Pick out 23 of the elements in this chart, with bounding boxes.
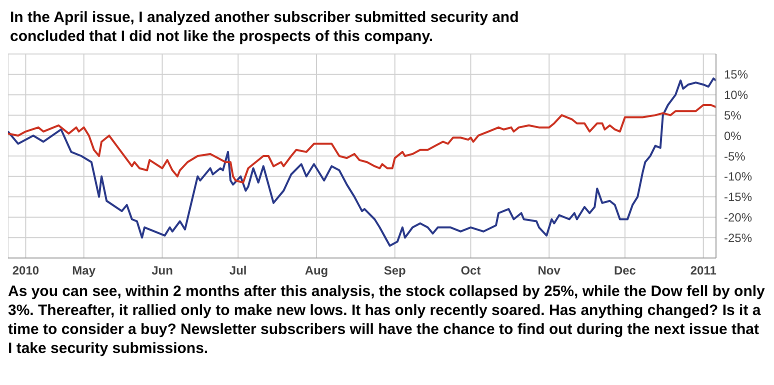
y-tick-label: 15% xyxy=(724,68,748,82)
y-tick-label: -5% xyxy=(724,149,746,164)
y-tick-label: -20% xyxy=(724,210,752,224)
y-tick-label: -25% xyxy=(724,230,752,245)
y-tick-label: 0% xyxy=(724,128,742,143)
y-tick-label: -10% xyxy=(724,170,752,184)
x-tick-label: Dec xyxy=(614,264,636,278)
x-tick-label: May xyxy=(72,264,96,278)
chart-title: In the April issue, I analyzed another subscriber submitted security and concluded that I did not like the prospects of this company. xyxy=(9,8,520,47)
x-tick-label: Jun xyxy=(152,264,173,278)
y-tick-label: 5% xyxy=(724,108,742,122)
line-series xyxy=(8,77,716,247)
x-tick-label: 2011 xyxy=(690,264,717,278)
x-tick-label: Oct xyxy=(460,264,481,278)
x-tick-label: Jul xyxy=(229,264,247,278)
y-tick-label: -15% xyxy=(724,190,752,204)
x-tick-label: Aug xyxy=(304,264,328,278)
y-tick-label: 10% xyxy=(724,88,748,102)
line-series xyxy=(8,104,716,184)
x-tick-label: Sep xyxy=(384,264,406,278)
x-tick-label: Nov xyxy=(538,264,561,278)
x-tick-label: 2010 xyxy=(12,264,40,278)
text: As you can see, within 2 months after this analysis, the stock collapsed by 25%, while the Dow fell by only 3%. Thereafter, it rallied only to make new lows. It has only recently soared. Has anything changed? Is it a time to consider a buy? Newsletter subscribers will have the chance to find out during the next issue that I take security submissions. xyxy=(8,282,766,358)
